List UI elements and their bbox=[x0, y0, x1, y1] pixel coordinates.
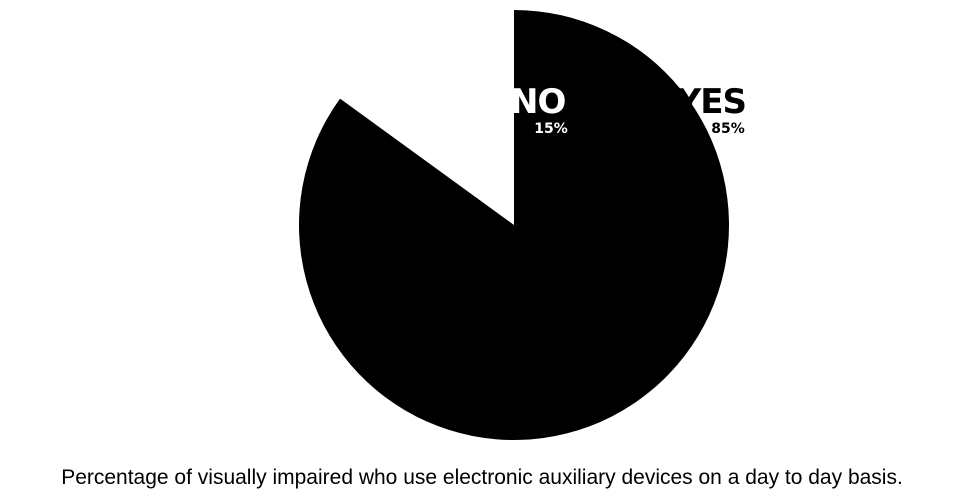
slice-value-no: 15% bbox=[534, 121, 568, 137]
slice-value-yes: 85% bbox=[711, 121, 745, 137]
pie-slice-no bbox=[340, 10, 514, 225]
chart-caption: Percentage of visually impaired who use … bbox=[61, 466, 903, 489]
pie-slices bbox=[298, 10, 729, 440]
slice-label-no: NO bbox=[510, 82, 565, 122]
pie-slice-yes bbox=[298, 10, 729, 440]
slice-label-yes: YES bbox=[676, 82, 746, 122]
